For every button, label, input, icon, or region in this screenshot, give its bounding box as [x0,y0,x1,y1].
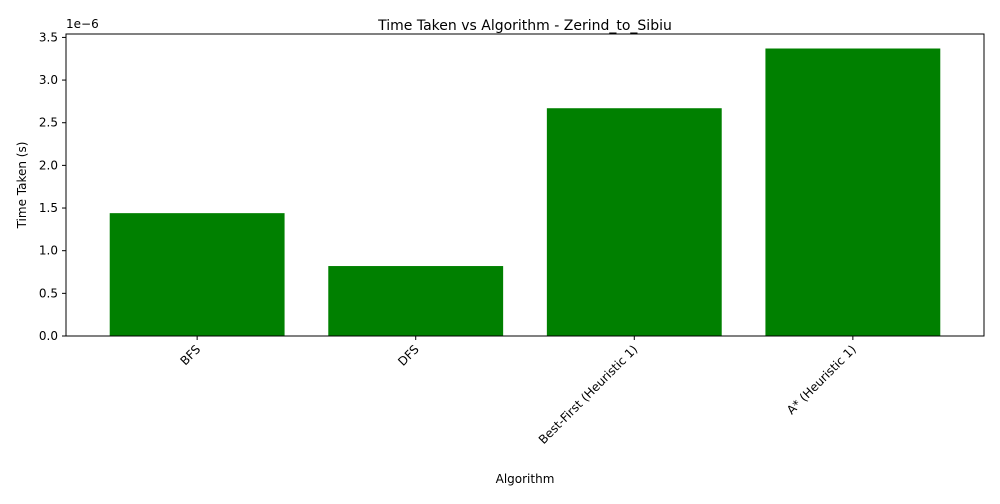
y-tick-label: 1.0 [39,244,58,258]
y-tick-label: 0.0 [39,329,58,343]
y-axis: 0.0 0.5 1.0 1.5 2.0 2.5 3.0 3.5 [39,30,66,343]
plot-frame [65,33,985,337]
x-axis: BFS DFS Best-First (Heuristic 1) A* (Heuris… [177,336,859,447]
y-axis-label: Time Taken (s) [15,142,29,230]
y-tick-label: 3.5 [39,30,58,44]
x-tick-label: A* (Heuristic 1) [784,342,859,417]
y-axis-offset-label: 1e−6 [66,17,99,31]
bar-2 [546,108,722,336]
y-tick-label: 1.5 [39,201,58,215]
x-tick-label: BFS [177,342,203,368]
bar-1 [328,266,504,336]
y-tick-label: 2.0 [39,158,58,172]
bar-0 [109,213,285,336]
y-tick-label: 0.5 [39,286,58,300]
chart-title: Time Taken vs Algorithm - Zerind_to_Sibi… [377,18,672,34]
x-axis-label: Algorithm [496,472,555,486]
y-tick-label: 2.5 [39,116,58,130]
x-tick-label: DFS [395,342,422,369]
x-tick-label: Best-First (Heuristic 1) [536,342,641,447]
y-tick-label: 3.0 [39,73,58,87]
bar-3 [765,48,941,336]
bars-layer [109,48,941,336]
